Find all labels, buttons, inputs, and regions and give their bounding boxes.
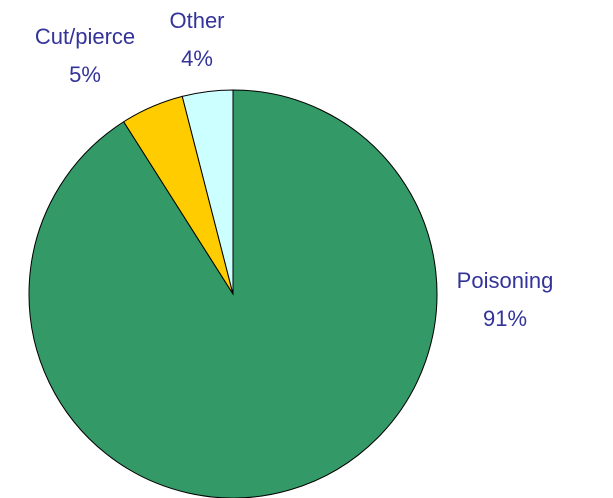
- slice-value-label: 91%: [483, 306, 527, 331]
- slice-label: Other: [169, 8, 224, 33]
- slice-value-label: 5%: [69, 62, 101, 87]
- slice-label: Cut/pierce: [35, 24, 135, 49]
- pie-slice: [181, 89, 234, 295]
- slice-value-label: 4%: [181, 46, 213, 71]
- slice-label: Poisoning: [457, 268, 554, 293]
